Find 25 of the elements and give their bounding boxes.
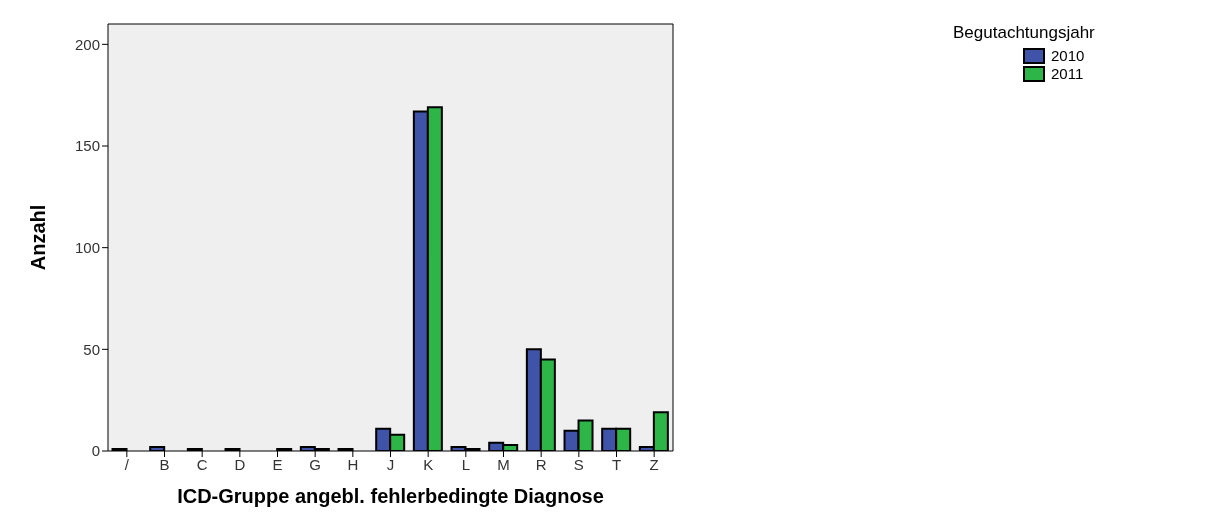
- x-tick-label: R: [535, 455, 547, 473]
- x-tick-label: E: [272, 455, 283, 473]
- x-tick-label: B: [159, 455, 170, 473]
- x-tick-label: /: [124, 455, 130, 473]
- y-tick-label: 200: [74, 35, 100, 53]
- x-tick-label: M: [497, 455, 510, 473]
- x-tick-label: C: [196, 455, 208, 473]
- x-tick-label: Z: [649, 455, 659, 473]
- legend-title: Begutachtungsjahr: [953, 23, 1096, 43]
- y-tick-label: 100: [74, 238, 100, 256]
- legend-label: 2010: [1051, 47, 1085, 65]
- y-tick-label: 150: [74, 137, 100, 155]
- legend-label: 2011: [1051, 65, 1084, 83]
- x-axis-title: ICD-Gruppe angebl. fehlerbedingte Diagnose: [177, 485, 604, 507]
- x-tick-label: T: [611, 455, 622, 473]
- x-tick-label: K: [423, 455, 434, 473]
- x-tick-label: H: [347, 455, 359, 473]
- x-tick-label: D: [234, 455, 246, 473]
- x-tick-label: S: [573, 455, 584, 473]
- y-axis-title: Anzahl: [27, 204, 50, 271]
- x-tick-label: J: [386, 455, 395, 473]
- x-tick-label: G: [309, 455, 321, 473]
- y-tick-label: 0: [91, 442, 100, 460]
- y-tick-label: 50: [83, 340, 100, 358]
- x-tick-label: L: [461, 455, 471, 473]
